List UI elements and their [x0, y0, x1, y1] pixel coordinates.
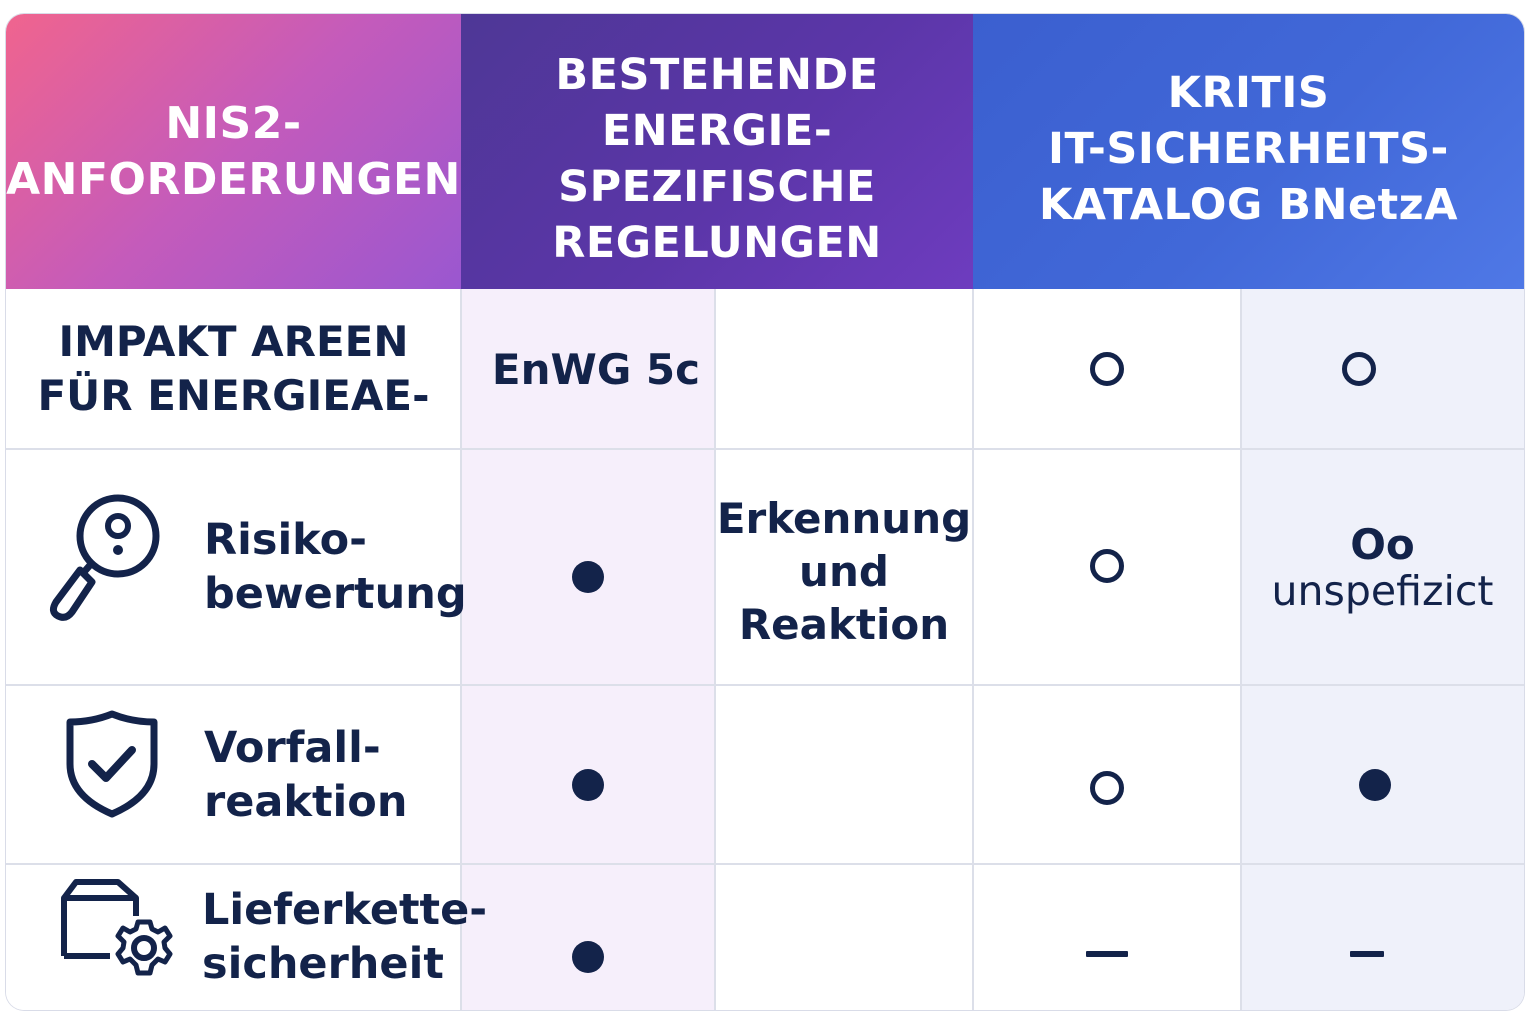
row-risiko-col4 [973, 449, 1241, 683]
dash-mark [1350, 951, 1384, 957]
open-circle-mark [1090, 549, 1124, 583]
dash-mark [1086, 951, 1128, 957]
open-circle-mark [1342, 352, 1376, 386]
divider [972, 289, 974, 1010]
row-liefer-col2 [461, 864, 715, 1010]
header-energy-regulations-label: BESTEHENDE ENERGIE- SPEZIFISCHE REGELUNG… [552, 49, 882, 268]
row-vorfall-col2 [461, 685, 715, 884]
row-vorfall-label-cell: Vorfall- reaktion [204, 685, 461, 864]
row-risiko-label: Risiko- bewertung [204, 515, 467, 619]
row-impakt-title-cell: IMPAKT AREEN FÜR ENERGIEAE- [6, 289, 461, 449]
row-impakt-enwg-cell: EnWG 5c [461, 289, 731, 449]
row-vorfall-col5 [1241, 685, 1509, 884]
row-risiko-col5-text: unspefizict [1271, 567, 1494, 615]
column-bg-4 [973, 289, 1241, 1010]
column-bg-1 [6, 289, 461, 1010]
row-impakt-title: IMPAKT AREEN FÜR ENERGIEAE- [37, 317, 430, 420]
comparison-table: NIS2- ANFORDERUNGEN BESTEHENDE ENERGIE- … [6, 14, 1524, 1010]
row-vorfall-label: Vorfall- reaktion [204, 722, 408, 827]
box-gear-icon [60, 878, 180, 986]
divider [6, 448, 1524, 450]
row-risiko-col5-symbol: Oo [1350, 520, 1415, 569]
header-kritis-label: KRITIS IT-SICHERHEITS- KATALOG BNetzA [1038, 67, 1458, 230]
row-impakt-col5 [1241, 289, 1477, 449]
row-liefer-label: Lieferkette- sicherheit [202, 885, 488, 989]
row-liefer-col4 [973, 864, 1241, 1010]
header-energy-regulations: BESTEHENDE ENERGIE- SPEZIFISCHE REGELUNG… [461, 14, 973, 289]
row-risiko-col2 [461, 449, 715, 705]
filled-circle-mark [572, 561, 604, 593]
divider [714, 289, 716, 1010]
open-circle-mark [1090, 352, 1124, 386]
header-kritis: KRITIS IT-SICHERHEITS- KATALOG BNetzA [973, 14, 1524, 289]
row-liefer-col5 [1241, 864, 1493, 1010]
divider [460, 289, 462, 1010]
shield-check-icon [62, 708, 162, 824]
header-nis2: NIS2- ANFORDERUNGEN [6, 14, 461, 289]
column-bg-3 [715, 289, 973, 1010]
magnifier-icon [44, 490, 164, 626]
enwg-label: EnWG 5c [491, 344, 701, 394]
filled-circle-mark [572, 941, 604, 973]
column-bg-2 [461, 289, 715, 1010]
header-nis2-label: NIS2- ANFORDERUNGEN [6, 97, 461, 205]
open-circle-mark [1090, 771, 1124, 805]
row-risiko-label-cell: Risiko- bewertung [204, 449, 467, 685]
row-risiko-col3-text: Erkennung und Reaktion [716, 493, 972, 649]
column-bg-5 [1241, 289, 1524, 1010]
row-liefer-label-cell: Lieferkette- sicherheit [202, 864, 487, 1010]
filled-circle-mark [1359, 768, 1391, 801]
row-vorfall-col4 [973, 685, 1241, 891]
divider [6, 684, 1524, 686]
divider [6, 863, 1524, 865]
row-impakt-col4 [973, 289, 1241, 449]
row-risiko-col5: Oo unspefizict [1241, 494, 1524, 644]
filled-circle-mark [572, 768, 604, 801]
row-risiko-col3: Erkennung und Reaktion [715, 449, 973, 693]
divider [1240, 289, 1242, 1010]
